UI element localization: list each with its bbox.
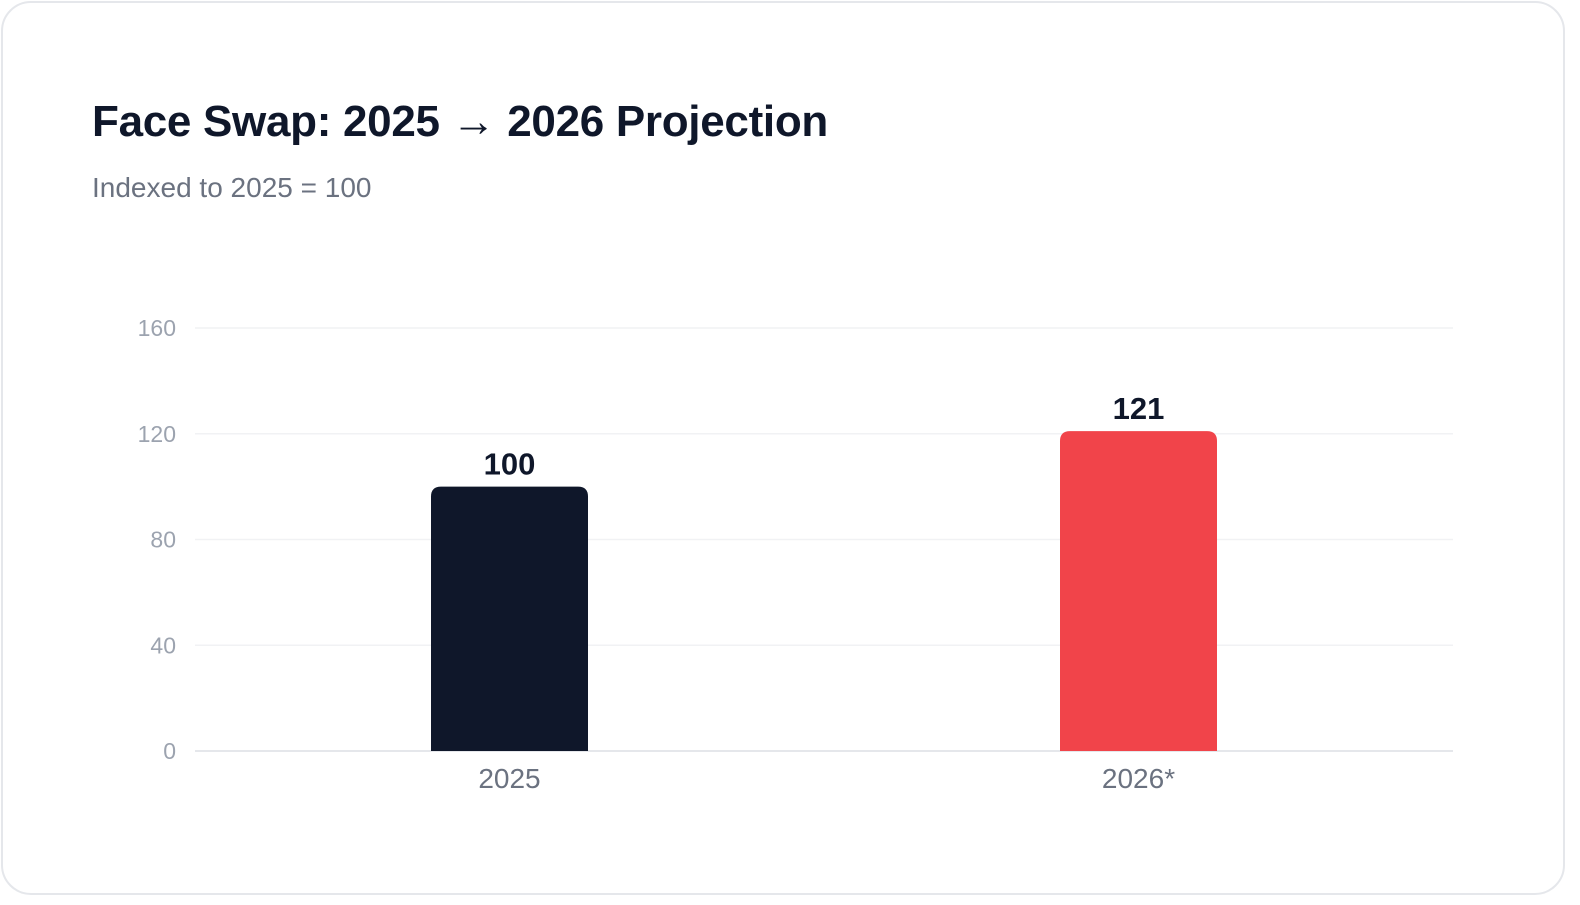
bar-2025 (431, 486, 588, 751)
y-tick-label: 40 (150, 632, 176, 658)
y-tick-label: 120 (138, 421, 176, 447)
data-label: 121 (1113, 391, 1165, 426)
chart-subtitle: Indexed to 2025 = 100 (92, 172, 372, 203)
bar-2026 (1060, 431, 1217, 751)
chart-card: Face Swap: 2025 → 2026 Projection Indexe… (1, 1, 1565, 895)
data-label: 100 (484, 447, 536, 482)
y-tick-label: 80 (150, 527, 176, 553)
x-tick-label: 2025 (478, 763, 540, 794)
y-tick-label: 160 (138, 315, 176, 341)
y-tick-label: 0 (163, 738, 176, 764)
chart-title: Face Swap: 2025 → 2026 Projection (92, 97, 828, 146)
x-tick-label: 2026* (1102, 763, 1175, 794)
